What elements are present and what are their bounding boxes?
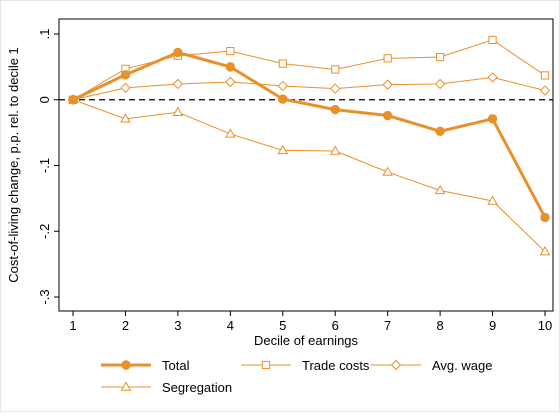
y-tick-label: -.3 [37, 289, 52, 304]
marker-diamond [487, 72, 498, 83]
marker-triangle [487, 195, 498, 205]
x-tick-label: 6 [332, 318, 339, 333]
y-axis-label: Cost-of-living change, p.p. rel. to deci… [6, 47, 21, 283]
marker-circle [120, 70, 131, 80]
marker-diamond [434, 78, 446, 90]
x-tick-label: 10 [538, 318, 552, 333]
marker-diamond [120, 82, 131, 94]
marker-circle [487, 114, 498, 124]
marker-square [436, 52, 445, 62]
series-trade-costs [68, 35, 550, 104]
legend-label: Segregation [162, 380, 232, 395]
marker-square [540, 71, 550, 80]
series-total [68, 47, 550, 223]
plot-area [59, 35, 553, 256]
x-tick-label: 1 [69, 318, 76, 333]
x-tick-label: 4 [227, 318, 234, 333]
legend-item: Trade costs [241, 358, 370, 373]
legend: Total Trade costs Avg. wage Segregation [101, 358, 492, 395]
series-line [72, 99, 546, 252]
legend-label: Total [162, 358, 190, 373]
series-line [72, 76, 546, 101]
marker-triangle [120, 113, 131, 123]
marker-circle [68, 95, 78, 105]
x-tick-label: 7 [384, 318, 391, 333]
legend-item: Avg. wage [371, 358, 492, 373]
marker-diamond [382, 79, 393, 90]
marker-circle [540, 212, 550, 223]
marker-diamond [225, 76, 236, 88]
marker-circle [435, 126, 445, 137]
series-line [72, 39, 546, 101]
y-tick-label: -.1 [37, 158, 52, 173]
axes: .1 0 -.1 -.2 -.3 1 2 3 4 5 6 7 8 9 10 [37, 18, 554, 333]
marker-triangle [172, 106, 184, 116]
x-axis-label: Decile of earnings [254, 333, 359, 348]
x-tick-label: 2 [122, 318, 129, 333]
marker-triangle [329, 145, 341, 155]
y-tick-label: .1 [37, 29, 52, 40]
marker-circle [121, 360, 131, 370]
marker-diamond [330, 83, 341, 94]
y-tick-label: 0 [37, 96, 52, 103]
marker-circle [225, 62, 236, 72]
legend-label: Trade costs [302, 358, 370, 373]
y-tick-label: -.2 [37, 224, 52, 239]
marker-square [383, 54, 392, 63]
marker-triangle [120, 381, 132, 391]
marker-square [261, 360, 271, 370]
marker-square [331, 65, 340, 74]
plot-border [58, 18, 554, 312]
legend-item: Segregation [101, 380, 232, 395]
marker-circle [382, 110, 393, 121]
marker-square [488, 35, 497, 45]
x-tick-label: 5 [279, 318, 286, 333]
marker-triangle [225, 128, 236, 138]
marker-circle [278, 94, 288, 104]
marker-square [226, 46, 235, 56]
marker-square [278, 59, 287, 68]
marker-diamond [390, 359, 402, 371]
legend-label: Avg. wage [432, 358, 492, 373]
marker-circle [173, 47, 183, 58]
series-segregation [67, 94, 551, 256]
series-line [72, 50, 547, 219]
x-tick-label: 8 [436, 318, 443, 333]
x-tick-label: 3 [174, 318, 181, 333]
marker-diamond [539, 85, 551, 96]
legend-item: Total [101, 358, 190, 373]
marker-circle [330, 104, 340, 115]
marker-diamond [172, 78, 184, 90]
marker-triangle [434, 184, 446, 195]
x-tick-label: 9 [489, 318, 496, 333]
marker-triangle [382, 166, 393, 176]
marker-triangle [277, 144, 289, 155]
marker-triangle [539, 246, 551, 256]
marker-diamond [277, 80, 288, 92]
